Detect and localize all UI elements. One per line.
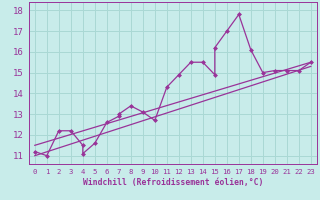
X-axis label: Windchill (Refroidissement éolien,°C): Windchill (Refroidissement éolien,°C) [83, 178, 263, 187]
